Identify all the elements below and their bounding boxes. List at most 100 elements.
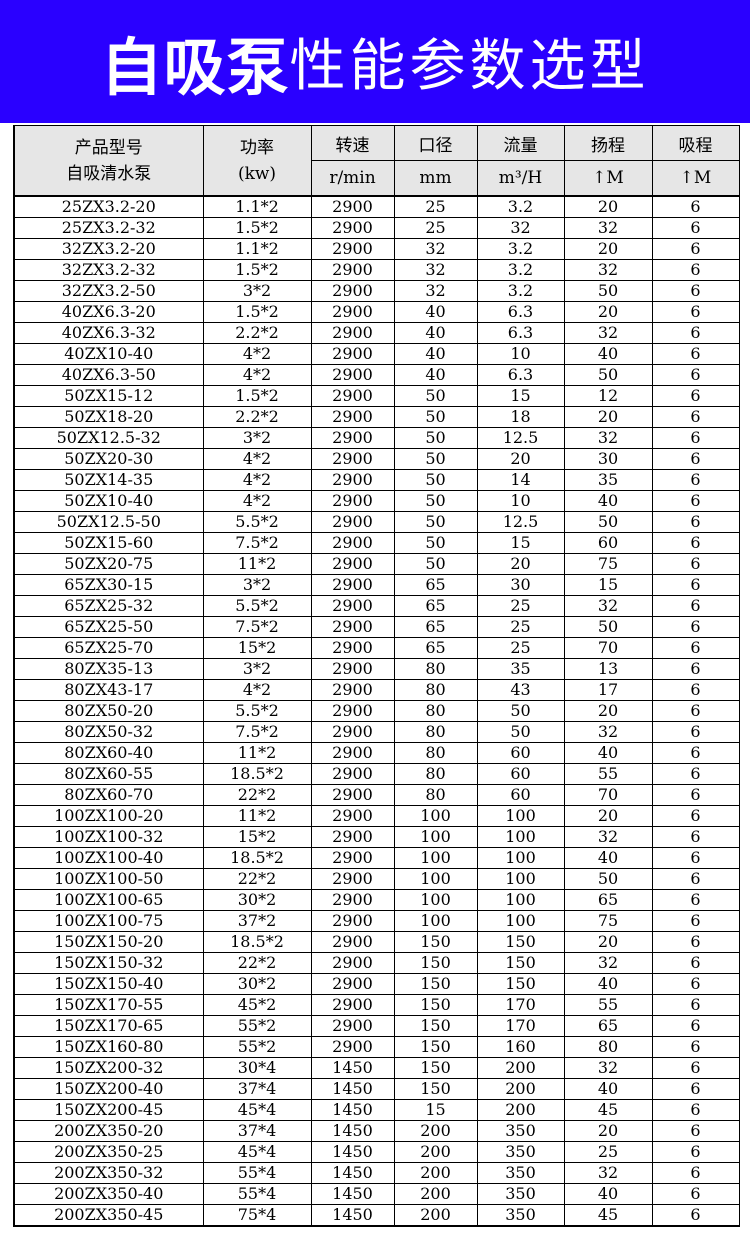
table-cell: 80: [393, 721, 478, 743]
table-cell: 3*2: [202, 427, 312, 449]
table-cell: 100: [393, 826, 478, 848]
table-cell: 6: [651, 364, 740, 386]
table-cell: 25: [476, 595, 565, 617]
table-cell: 2900: [310, 721, 395, 743]
table-cell: 2900: [310, 616, 395, 638]
table-cell: 6: [651, 868, 740, 890]
table-row: 200ZX350-32 55*4 1450 200 350 32 6: [13, 1162, 740, 1184]
table-cell: 100: [476, 826, 565, 848]
table-cell: 50: [393, 553, 478, 575]
table-cell: 18.5*2: [202, 847, 312, 869]
table-cell: 15: [476, 385, 565, 407]
table-cell: 20: [563, 238, 653, 260]
table-cell: 6: [651, 406, 740, 428]
table-cell: 1.5*2: [202, 259, 312, 281]
table-cell: 60: [563, 532, 653, 554]
table-cell: 150: [393, 1015, 478, 1037]
table-cell: 150: [393, 952, 478, 974]
table-cell: 80ZX43-17: [13, 679, 204, 701]
header-power: 功率 (kw): [202, 125, 312, 197]
table-cell: 20: [563, 301, 653, 323]
table-cell: 55*4: [202, 1183, 312, 1205]
table-cell: 50ZX15-60: [13, 532, 204, 554]
table-cell: 100ZX100-32: [13, 826, 204, 848]
table-row: 25ZX3.2-32 1.5*2 2900 25 32 32 6: [13, 217, 740, 239]
table-cell: 6: [651, 1036, 740, 1058]
table-cell: 2900: [310, 847, 395, 869]
table-cell: 150: [393, 1057, 478, 1079]
table-row: 150ZX150-20 18.5*2 2900 150 150 20 6: [13, 931, 740, 953]
table-cell: 11*2: [202, 805, 312, 827]
table-cell: 35: [476, 658, 565, 680]
table-cell: 80ZX60-55: [13, 763, 204, 785]
table-cell: 6: [651, 1099, 740, 1121]
table-cell: 2900: [310, 868, 395, 890]
table-cell: 150ZX150-32: [13, 952, 204, 974]
table-cell: 65: [393, 595, 478, 617]
table-cell: 1450: [310, 1141, 395, 1163]
table-cell: 2900: [310, 217, 395, 239]
table-cell: 200: [476, 1078, 565, 1100]
table-row: 150ZX200-45 45*4 1450 15 200 45 6: [13, 1099, 740, 1121]
table-cell: 6: [651, 217, 740, 239]
table-cell: 35: [563, 469, 653, 491]
table-cell: 65ZX25-50: [13, 616, 204, 638]
table-cell: 150: [476, 952, 565, 974]
table-cell: 50: [393, 448, 478, 470]
table-cell: 32: [393, 259, 478, 281]
table-cell: 1.5*2: [202, 301, 312, 323]
table-cell: 2900: [310, 259, 395, 281]
table-cell: 1450: [310, 1162, 395, 1184]
table-cell: 55*4: [202, 1162, 312, 1184]
table-cell: 150ZX150-20: [13, 931, 204, 953]
table-cell: 6: [651, 805, 740, 827]
table-cell: 13: [563, 658, 653, 680]
table-cell: 200: [393, 1120, 478, 1142]
table-cell: 22*2: [202, 868, 312, 890]
table-cell: 150ZX200-45: [13, 1099, 204, 1121]
table-cell: 40: [563, 343, 653, 365]
table-cell: 100: [393, 847, 478, 869]
table-cell: 6.3: [476, 301, 565, 323]
table-cell: 32: [563, 1057, 653, 1079]
table-cell: 15: [563, 574, 653, 596]
table-cell: 6.3: [476, 364, 565, 386]
table-cell: 6: [651, 343, 740, 365]
table-cell: 2900: [310, 301, 395, 323]
table-cell: 2900: [310, 889, 395, 911]
table-row: 200ZX350-40 55*4 1450 200 350 40 6: [13, 1183, 740, 1205]
table-cell: 100: [476, 847, 565, 869]
table-cell: 7.5*2: [202, 616, 312, 638]
table-cell: 100: [476, 910, 565, 932]
table-cell: 200ZX350-32: [13, 1162, 204, 1184]
table-cell: 50: [393, 532, 478, 554]
table-cell: 2900: [310, 280, 395, 302]
table-cell: 30*2: [202, 973, 312, 995]
table-cell: 25: [476, 637, 565, 659]
table-cell: 2900: [310, 343, 395, 365]
table-cell: 60: [476, 742, 565, 764]
table-cell: 50: [563, 868, 653, 890]
table-cell: 3.2: [476, 195, 565, 218]
table-cell: 6: [651, 238, 740, 260]
table-cell: 150: [393, 994, 478, 1016]
table-cell: 65ZX25-70: [13, 637, 204, 659]
table-cell: 25ZX3.2-32: [13, 217, 204, 239]
table-row: 50ZX15-12 1.5*2 2900 50 15 12 6: [13, 385, 740, 407]
table-cell: 10: [476, 490, 565, 512]
table-cell: 20: [563, 1120, 653, 1142]
table-cell: 6: [651, 889, 740, 911]
table-cell: 7.5*2: [202, 532, 312, 554]
table-row: 200ZX350-20 37*4 1450 200 350 20 6: [13, 1120, 740, 1142]
table-cell: 50ZX15-12: [13, 385, 204, 407]
table-cell: 3*2: [202, 574, 312, 596]
table-cell: 65: [563, 1015, 653, 1037]
table-cell: 2900: [310, 700, 395, 722]
table-cell: 2900: [310, 511, 395, 533]
table-cell: 6: [651, 1015, 740, 1037]
header-model: 产品型号 自吸清水泵: [13, 125, 204, 197]
table-cell: 2900: [310, 1036, 395, 1058]
table-cell: 100ZX100-65: [13, 889, 204, 911]
table-cell: 15: [393, 1099, 478, 1121]
table-cell: 100: [393, 868, 478, 890]
